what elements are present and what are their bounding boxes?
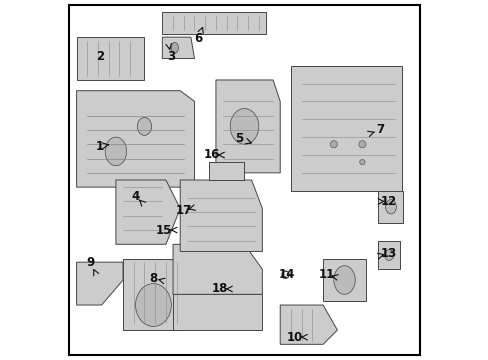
- Text: 5: 5: [235, 132, 243, 145]
- Text: 11: 11: [318, 268, 334, 281]
- Polygon shape: [116, 180, 180, 244]
- Ellipse shape: [384, 249, 393, 260]
- Polygon shape: [208, 162, 244, 180]
- Text: 17: 17: [175, 204, 191, 217]
- Polygon shape: [77, 37, 144, 80]
- Polygon shape: [162, 12, 265, 33]
- Text: 18: 18: [211, 283, 227, 296]
- Text: 7: 7: [375, 123, 384, 136]
- Text: 13: 13: [380, 247, 396, 260]
- Ellipse shape: [171, 42, 178, 53]
- Text: 2: 2: [96, 50, 103, 63]
- Text: 9: 9: [86, 256, 94, 269]
- Text: 1: 1: [96, 140, 103, 153]
- Polygon shape: [173, 294, 262, 330]
- Text: 14: 14: [279, 268, 295, 281]
- Text: 8: 8: [149, 272, 157, 285]
- Ellipse shape: [282, 271, 288, 278]
- Text: 3: 3: [167, 50, 175, 63]
- Polygon shape: [77, 91, 194, 187]
- Polygon shape: [77, 262, 123, 305]
- Ellipse shape: [358, 141, 365, 148]
- Ellipse shape: [333, 266, 354, 294]
- Polygon shape: [216, 80, 280, 173]
- Polygon shape: [180, 180, 262, 251]
- Polygon shape: [173, 244, 262, 294]
- Ellipse shape: [230, 109, 258, 144]
- Text: 10: 10: [286, 331, 302, 344]
- Polygon shape: [323, 258, 365, 301]
- Polygon shape: [290, 66, 401, 191]
- Polygon shape: [162, 37, 194, 59]
- Polygon shape: [280, 305, 337, 344]
- Ellipse shape: [385, 200, 395, 214]
- Ellipse shape: [359, 159, 365, 165]
- Text: 15: 15: [156, 224, 172, 237]
- Polygon shape: [378, 191, 403, 223]
- Polygon shape: [378, 241, 399, 269]
- Polygon shape: [123, 258, 187, 330]
- Ellipse shape: [329, 141, 337, 148]
- Text: 6: 6: [194, 32, 202, 45]
- Text: 16: 16: [204, 148, 220, 162]
- Text: 12: 12: [380, 195, 396, 208]
- Ellipse shape: [137, 117, 151, 135]
- Ellipse shape: [105, 137, 126, 166]
- Text: 4: 4: [131, 190, 140, 203]
- Ellipse shape: [135, 284, 171, 327]
